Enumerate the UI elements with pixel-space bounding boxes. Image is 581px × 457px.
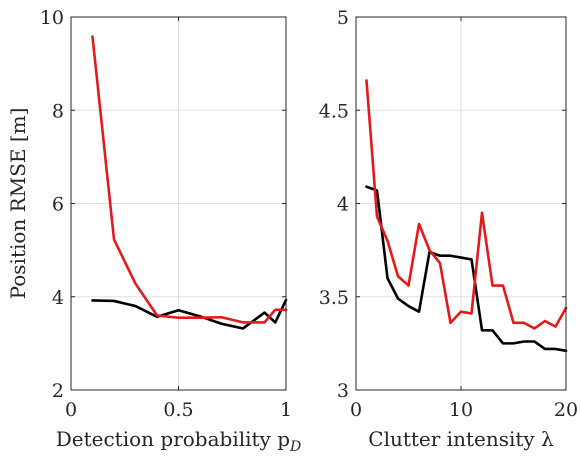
y-tick-label: 4	[337, 194, 349, 216]
right-panel-clutter-intensity: 0 10 20 3 3.5 4 4.5 5 Clutter intensity λ	[319, 7, 578, 451]
x-tick-label: 0	[350, 399, 362, 421]
y-tick-label: 2	[52, 380, 64, 402]
series-line-0	[365, 185, 568, 353]
y-tick-label: 4	[52, 287, 64, 309]
y-tick-label: 8	[52, 100, 64, 122]
y-tick-label: 3.5	[319, 287, 349, 309]
x-tick-label: 0.5	[163, 399, 193, 421]
y-tick-label: 10	[40, 7, 64, 29]
y-tick-label: 4.5	[319, 100, 349, 122]
y-tick-label: 3	[337, 380, 349, 402]
x-tick-label: 0	[65, 399, 77, 421]
series-line-1	[91, 35, 288, 324]
x-tick-label: 20	[554, 399, 578, 421]
y-axis-label: Position RMSE [m]	[6, 108, 30, 300]
x-axis-label: Clutter intensity λ	[368, 427, 554, 451]
series-line-0	[91, 298, 288, 330]
x-axis-label-subscript: D	[289, 439, 301, 455]
x-axis-label: Detection probability pD	[56, 427, 302, 455]
x-tick-label: 1	[280, 399, 292, 421]
series-line-1	[365, 79, 568, 330]
y-tick-label: 6	[52, 194, 64, 216]
x-tick-label: 10	[449, 399, 473, 421]
y-tick-label: 5	[337, 7, 349, 29]
left-panel-detection-probability: 0 0.5 1 2 4 6 8 10 Detection probability pD Posit…	[6, 7, 301, 455]
